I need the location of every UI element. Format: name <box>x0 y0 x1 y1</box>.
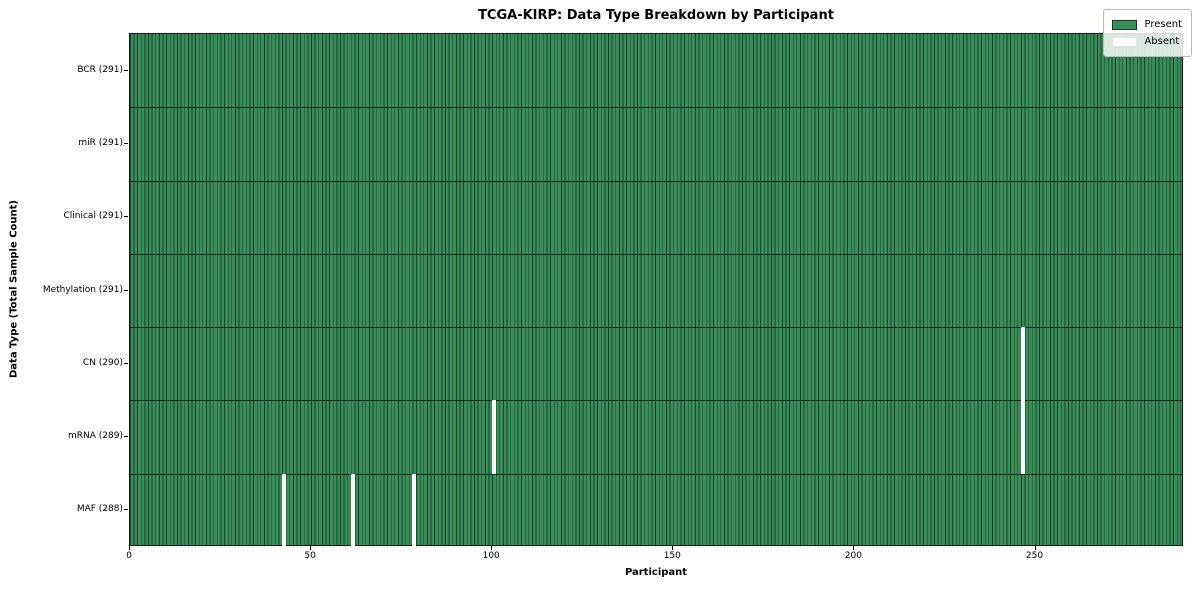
y-tick-label-maf: MAF (288) <box>76 504 123 515</box>
y-tick-mark <box>124 436 128 438</box>
y-tick-label-mir: miR (291) <box>78 137 123 148</box>
legend-label: Present <box>1144 19 1182 30</box>
x-tick-label: 150 <box>663 551 681 561</box>
x-tick-mark <box>1034 546 1036 550</box>
y-tick-mark <box>124 216 128 218</box>
x-axis-label: Participant <box>624 567 688 578</box>
absent-cell <box>492 400 496 474</box>
y-tick-mark <box>124 69 128 71</box>
x-tick-mark <box>853 546 855 550</box>
absent-swatch-icon <box>1112 36 1138 47</box>
legend-entry-absent: Absent <box>1112 33 1182 50</box>
x-tick-mark <box>310 546 312 550</box>
row-boundary <box>130 253 1182 255</box>
y-tick-mark <box>124 289 128 291</box>
row-boundary <box>130 107 1182 109</box>
x-tick-label: 200 <box>844 551 862 561</box>
x-tick-label: 0 <box>126 551 132 561</box>
x-tick-label: 100 <box>482 551 500 561</box>
y-tick-mark <box>124 362 128 364</box>
present-swatch-icon <box>1112 19 1138 30</box>
x-tick-label: 50 <box>304 551 316 561</box>
row-boundary <box>130 180 1182 182</box>
x-tick-mark <box>129 546 130 550</box>
absent-cell <box>412 473 417 547</box>
x-tick-mark <box>491 546 493 550</box>
x-tick-label: 250 <box>1025 551 1044 561</box>
absent-cell <box>281 473 286 547</box>
y-tick-mark <box>124 142 128 144</box>
y-tick-mark <box>124 509 128 511</box>
y-tick-label-methylation: Methylation (291) <box>42 284 123 295</box>
y-tick-label-mrna: mRNA (289) <box>68 431 123 442</box>
row-boundary <box>130 327 1182 329</box>
absent-cell <box>1020 327 1025 401</box>
legend: Present Absent <box>1103 9 1192 57</box>
legend-label: Absent <box>1144 36 1180 47</box>
absent-cell <box>350 473 355 547</box>
legend-entry-present: Present <box>1112 16 1182 33</box>
chart-title: TCGA-KIRP: Data Type Breakdown by Partic… <box>478 8 834 23</box>
row-boundary <box>130 473 1182 475</box>
x-tick-mark <box>672 546 674 550</box>
row-boundary <box>130 400 1182 402</box>
plot-area <box>129 33 1183 547</box>
y-tick-label-bcr: BCR (291) <box>77 64 123 75</box>
y-tick-label-cn: CN (290) <box>82 357 123 368</box>
absent-cell <box>1020 400 1025 474</box>
y-axis-label: Data Type (Total Sample Count) <box>8 199 20 379</box>
y-tick-label-clinical: Clinical (291) <box>63 211 123 222</box>
